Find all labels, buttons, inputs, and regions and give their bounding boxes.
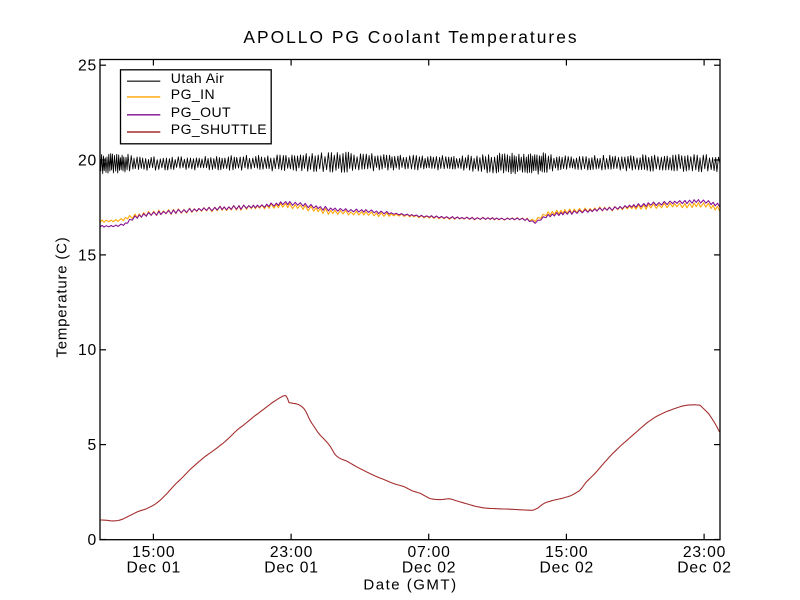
- svg-text:15:00: 15:00: [545, 544, 588, 561]
- svg-text:Utah Air: Utah Air: [171, 70, 224, 86]
- svg-text:20: 20: [78, 152, 97, 169]
- svg-text:23:00: 23:00: [683, 544, 726, 561]
- svg-text:0: 0: [87, 532, 97, 549]
- svg-text:23:00: 23:00: [270, 544, 313, 561]
- svg-text:Date (GMT): Date (GMT): [363, 577, 457, 594]
- svg-text:15: 15: [78, 247, 97, 264]
- svg-text:PG_OUT: PG_OUT: [171, 104, 231, 120]
- svg-text:Dec 01: Dec 01: [264, 560, 319, 577]
- svg-text:Dec 02: Dec 02: [677, 560, 732, 577]
- svg-text:PG_IN: PG_IN: [171, 86, 215, 102]
- svg-text:Temperature (C): Temperature (C): [54, 236, 71, 357]
- svg-text:Dec 02: Dec 02: [540, 560, 595, 577]
- svg-text:25: 25: [78, 58, 97, 75]
- svg-text:Dec 02: Dec 02: [402, 560, 457, 577]
- svg-text:5: 5: [87, 437, 97, 454]
- svg-text:Dec 01: Dec 01: [127, 560, 182, 577]
- svg-text:10: 10: [78, 342, 97, 359]
- svg-text:APOLLO PG Coolant Temperatures: APOLLO PG Coolant Temperatures: [243, 27, 578, 47]
- svg-text:07:00: 07:00: [407, 544, 450, 561]
- svg-text:15:00: 15:00: [132, 544, 175, 561]
- svg-text:PG_SHUTTLE: PG_SHUTTLE: [171, 121, 267, 137]
